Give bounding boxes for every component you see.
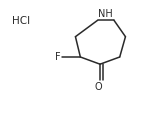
Text: O: O (95, 82, 102, 92)
Text: NH: NH (98, 9, 113, 19)
Text: F: F (55, 52, 61, 62)
Text: HCl: HCl (12, 16, 30, 26)
